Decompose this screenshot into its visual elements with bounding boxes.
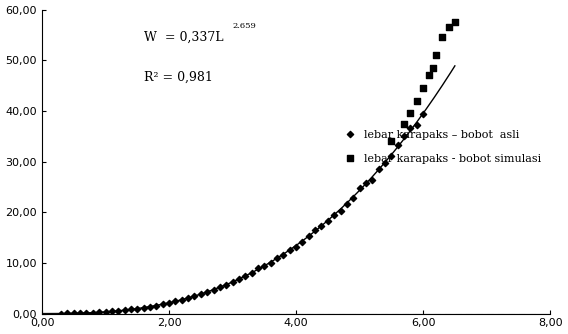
lebar karapaks – bobot  asli (114, 308, 123, 314)
lebar karapaks - bobot simulasi (450, 20, 460, 25)
lebar karapaks - bobot simulasi (425, 73, 434, 78)
lebar karapaks – bobot  asli (228, 279, 237, 284)
lebar karapaks – bobot  asli (406, 125, 415, 131)
lebar karapaks – bobot  asli (190, 294, 199, 299)
lebar karapaks - bobot simulasi (412, 98, 421, 104)
lebar karapaks – bobot  asli (197, 291, 206, 297)
lebar karapaks – bobot  asli (158, 302, 167, 307)
lebar karapaks – bobot  asli (127, 307, 136, 312)
lebar karapaks - bobot simulasi (428, 65, 437, 70)
lebar karapaks – bobot  asli (329, 212, 339, 218)
lebar karapaks – bobot  asli (235, 277, 244, 282)
lebar karapaks – bobot  asli (152, 303, 161, 308)
lebar karapaks – bobot  asli (343, 201, 352, 207)
lebar karapaks – bobot  asli (101, 309, 110, 315)
lebar karapaks – bobot  asli (266, 260, 275, 266)
lebar karapaks – bobot  asli (279, 253, 288, 258)
lebar karapaks - bobot simulasi (437, 35, 446, 40)
lebar karapaks – bobot  asli (304, 233, 314, 238)
lebar karapaks – bobot  asli (69, 311, 78, 316)
lebar karapaks – bobot  asli (222, 283, 231, 288)
lebar karapaks – bobot  asli (241, 274, 250, 279)
lebar karapaks – bobot  asli (63, 311, 72, 316)
lebar karapaks – bobot  asli (145, 304, 154, 309)
lebar karapaks - bobot simulasi (399, 121, 408, 126)
lebar karapaks – bobot  asli (285, 247, 294, 253)
lebar karapaks - bobot simulasi (387, 139, 396, 144)
lebar karapaks – bobot  asli (317, 223, 326, 228)
lebar karapaks – bobot  asli (203, 290, 212, 295)
lebar karapaks – bobot  asli (336, 209, 345, 214)
lebar karapaks – bobot  asli (298, 239, 307, 245)
lebar karapaks – bobot  asli (107, 309, 116, 314)
lebar karapaks – bobot  asli (311, 227, 320, 233)
lebar karapaks – bobot  asli (374, 166, 383, 172)
lebar karapaks – bobot  asli (355, 186, 364, 191)
lebar karapaks – bobot  asli (291, 245, 300, 250)
lebar karapaks – bobot  asli (412, 122, 421, 127)
lebar karapaks – bobot  asli (76, 311, 85, 316)
lebar karapaks - bobot simulasi (419, 86, 428, 91)
lebar karapaks – bobot  asli (361, 180, 370, 186)
lebar karapaks – bobot  asli (367, 178, 377, 183)
lebar karapaks – bobot  asli (82, 310, 91, 316)
lebar karapaks – bobot  asli (393, 143, 402, 148)
Text: 2.659: 2.659 (232, 22, 256, 30)
lebar karapaks – bobot  asli (57, 311, 66, 316)
lebar karapaks – bobot  asli (253, 266, 262, 271)
lebar karapaks – bobot  asli (139, 305, 148, 311)
lebar karapaks – bobot  asli (260, 263, 269, 269)
lebar karapaks - bobot simulasi (444, 25, 453, 30)
lebar karapaks – bobot  asli (133, 306, 142, 311)
lebar karapaks – bobot  asli (120, 308, 129, 313)
lebar karapaks – bobot  asli (171, 299, 180, 304)
lebar karapaks – bobot  asli (381, 161, 390, 166)
lebar karapaks – bobot  asli (399, 134, 408, 139)
lebar karapaks – bobot  asli (177, 297, 186, 303)
lebar karapaks – bobot  asli (209, 287, 218, 293)
lebar karapaks – bobot  asli (419, 112, 428, 117)
lebar karapaks - bobot simulasi (431, 52, 440, 58)
lebar karapaks - bobot simulasi (406, 111, 415, 116)
lebar karapaks – bobot  asli (183, 295, 193, 300)
lebar karapaks – bobot  asli (247, 271, 256, 276)
lebar karapaks – bobot  asli (349, 195, 358, 200)
lebar karapaks – bobot  asli (95, 310, 104, 315)
lebar karapaks – bobot  asli (273, 255, 282, 260)
lebar karapaks – bobot  asli (215, 285, 224, 290)
Text: R² = 0,981: R² = 0,981 (144, 70, 212, 84)
lebar karapaks – bobot  asli (323, 218, 332, 223)
Text: W  = 0,337L: W = 0,337L (144, 31, 223, 44)
lebar karapaks – bobot  asli (88, 310, 97, 315)
lebar karapaks – bobot  asli (387, 154, 396, 159)
lebar karapaks – bobot  asli (165, 300, 174, 305)
Legend: lebar karapaks – bobot  asli, lebar karapaks - bobot simulasi: lebar karapaks – bobot asli, lebar karap… (341, 126, 545, 167)
